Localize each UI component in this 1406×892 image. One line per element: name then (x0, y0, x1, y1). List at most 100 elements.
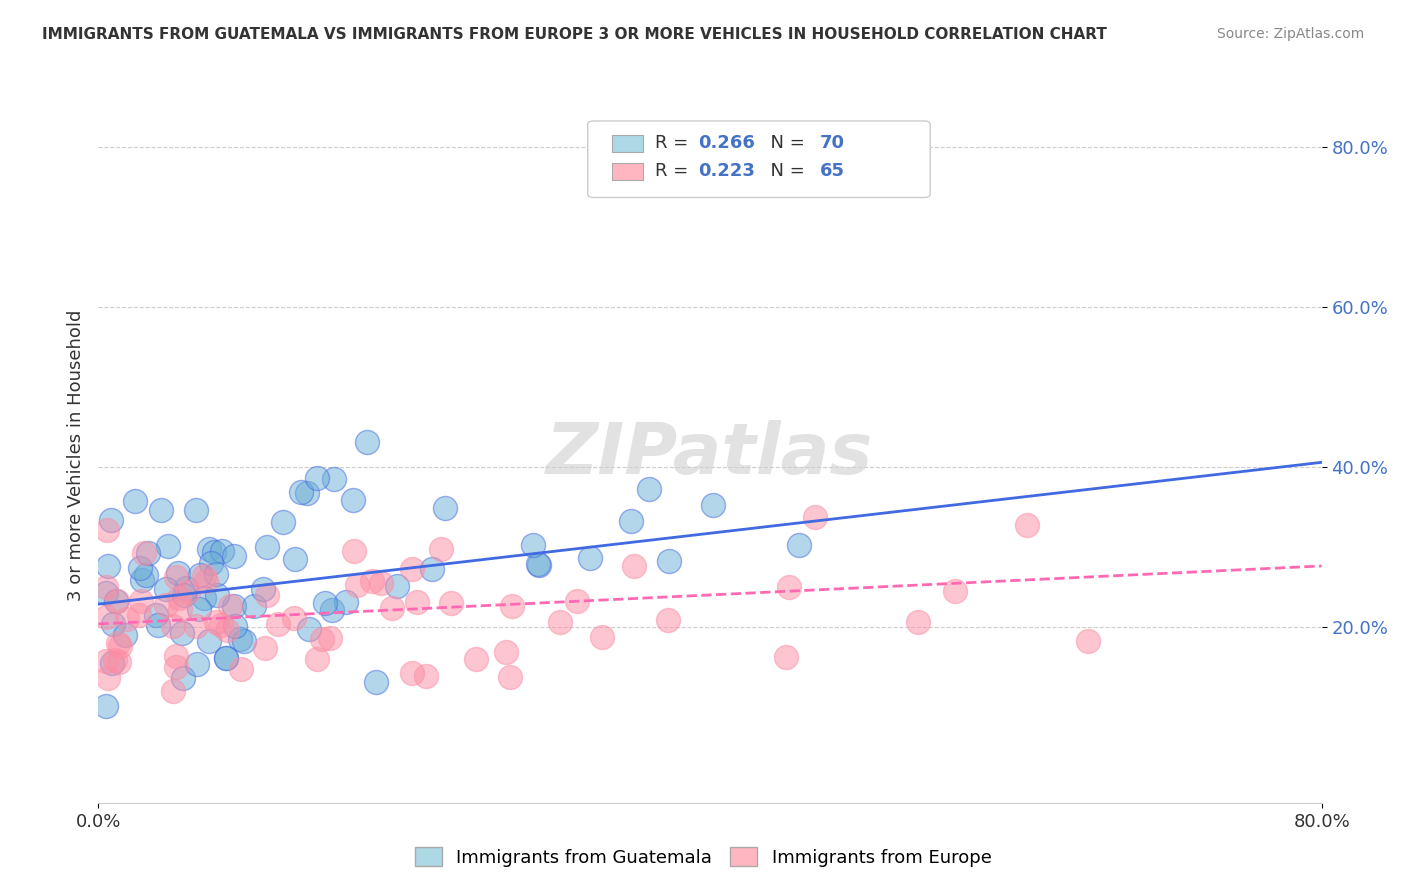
Point (115, 612, 138, 626)
Point (415, 669, 437, 683)
Point (145, 607, 167, 622)
Point (131, 594, 153, 608)
Point (775, 650, 797, 665)
Text: IMMIGRANTS FROM GUATEMALA VS IMMIGRANTS FROM EUROPE 3 OR MORE VEHICLES IN HOUSEH: IMMIGRANTS FROM GUATEMALA VS IMMIGRANTS … (42, 27, 1107, 42)
Point (267, 617, 290, 632)
Point (231, 662, 253, 676)
Text: 0.223: 0.223 (697, 162, 755, 180)
Point (165, 569, 187, 583)
Text: N =: N = (759, 162, 810, 180)
Point (218, 599, 240, 614)
Point (804, 509, 827, 524)
Point (135, 567, 157, 582)
Point (94, 585, 117, 599)
Point (200, 556, 222, 570)
Point (252, 582, 274, 597)
Point (343, 544, 366, 558)
Point (465, 652, 488, 666)
Point (136, 546, 159, 560)
Point (205, 615, 228, 629)
Point (108, 640, 131, 654)
Text: 0.266: 0.266 (697, 134, 755, 153)
Point (165, 648, 187, 663)
Point (146, 617, 169, 632)
Point (305, 471, 328, 485)
Point (527, 558, 550, 572)
Point (290, 485, 312, 500)
Text: Source: ZipAtlas.com: Source: ZipAtlas.com (1216, 27, 1364, 41)
Point (440, 596, 463, 610)
Point (94, 610, 117, 624)
Point (224, 549, 246, 563)
Point (498, 670, 520, 684)
Point (155, 582, 177, 596)
Point (198, 541, 221, 556)
FancyBboxPatch shape (612, 162, 643, 180)
Point (211, 543, 233, 558)
Point (406, 595, 429, 609)
Point (658, 553, 681, 567)
Point (323, 471, 346, 485)
Point (204, 567, 226, 582)
Point (108, 655, 131, 669)
Point (284, 551, 307, 566)
Point (283, 611, 305, 625)
Point (209, 617, 232, 632)
Point (173, 588, 195, 602)
Text: R =: R = (655, 162, 695, 180)
Point (420, 562, 443, 576)
Point (271, 515, 294, 529)
Y-axis label: 3 or more Vehicles in Household: 3 or more Vehicles in Household (66, 310, 84, 600)
Point (97, 559, 120, 574)
Point (565, 594, 588, 608)
Point (186, 503, 208, 517)
Point (100, 512, 122, 526)
Point (907, 615, 929, 630)
Point (224, 599, 246, 613)
Point (128, 608, 150, 623)
Point (623, 559, 645, 574)
Point (101, 616, 124, 631)
Point (321, 603, 343, 617)
Point (346, 578, 368, 592)
Point (295, 486, 318, 500)
Point (370, 575, 392, 590)
Point (202, 545, 225, 559)
Point (945, 583, 967, 598)
Point (132, 546, 155, 560)
Text: ZIPatlas: ZIPatlas (547, 420, 873, 490)
Point (591, 630, 613, 644)
Point (243, 599, 266, 613)
Point (778, 580, 800, 594)
Point (176, 581, 198, 595)
Point (522, 538, 544, 552)
Point (207, 588, 229, 602)
FancyBboxPatch shape (588, 121, 931, 197)
Point (214, 650, 236, 665)
Point (361, 574, 384, 589)
Point (94, 580, 117, 594)
Point (356, 435, 378, 450)
Point (162, 619, 184, 633)
Point (195, 574, 218, 588)
Point (637, 482, 659, 496)
Point (253, 640, 276, 655)
Point (167, 566, 190, 581)
Point (172, 671, 194, 685)
Point (430, 541, 453, 556)
Point (162, 683, 184, 698)
Point (342, 492, 364, 507)
Text: 65: 65 (820, 162, 845, 180)
Point (104, 653, 127, 667)
Point (233, 633, 256, 648)
Point (256, 540, 278, 554)
Point (548, 615, 571, 629)
Point (149, 503, 172, 517)
Point (101, 657, 124, 671)
Point (433, 501, 456, 516)
Point (401, 561, 423, 575)
Legend: Immigrants from Guatemala, Immigrants from Europe: Immigrants from Guatemala, Immigrants fr… (408, 840, 998, 874)
Point (381, 601, 404, 615)
Point (215, 651, 238, 665)
Point (156, 539, 179, 553)
